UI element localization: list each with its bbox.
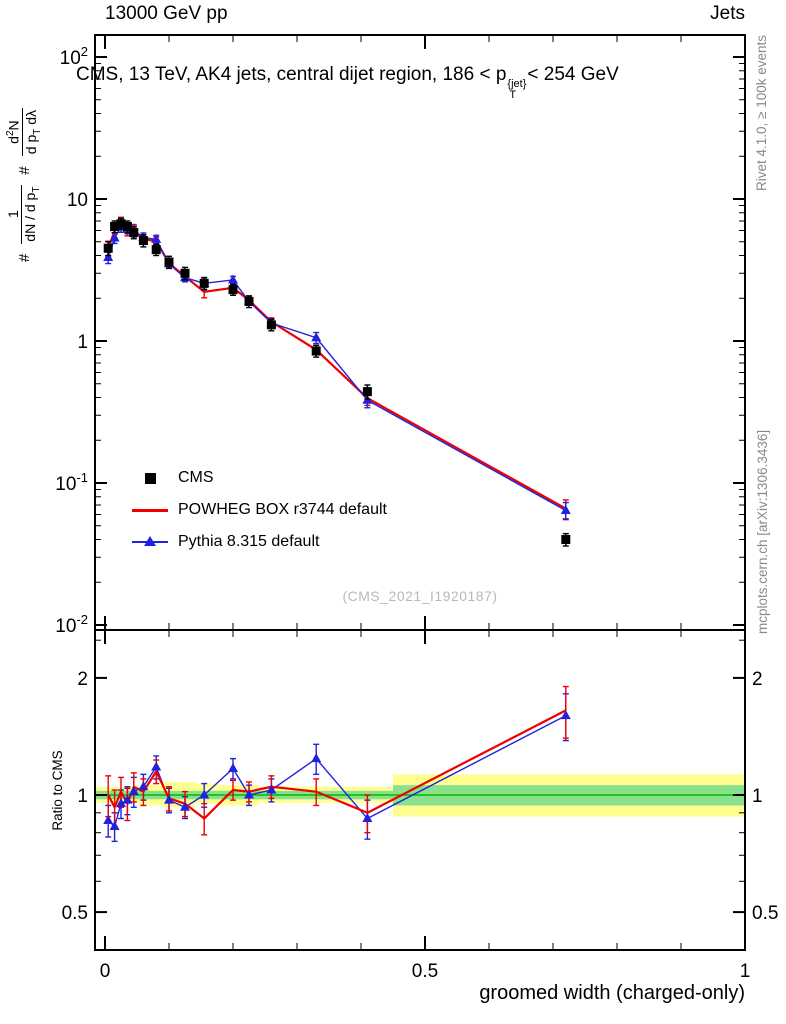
x-axis-tick-label: 0 [100,961,111,982]
cms-square-marker [138,236,148,246]
x-axis-tick-label: 0.5 [412,961,438,982]
pt-subscript: T [509,89,517,101]
pythia-triangle-marker-ratio [560,710,571,720]
pythia-triangle-marker [151,233,162,243]
plot-title: CMS, 13 TeV, AK4 jets, central dijet reg… [76,64,619,101]
rivet-version-label: Rivet 4.1.0, ≥ 100k events [753,35,769,191]
pythia-triangle-marker-ratio [199,789,210,799]
cms-square-marker [116,219,126,229]
main-y-axis-label: # 1 dN / d pT # d2N d pT dλ [0,30,48,340]
mcplots-attribution-label: mcplots.cern.ch [arXiv:1306.3436] [754,429,770,634]
x-axis-title: groomed width (charged-only) [479,982,745,1004]
powheg-line-marker-icon [132,508,168,512]
x-axis-tick-label: 1 [740,961,751,982]
y-axis-tick-label: 10-2 [55,612,88,637]
ratio-tick-label-right: 0.5 [752,903,778,924]
pythia-triangle-marker [103,252,114,262]
cms-square-marker [164,257,174,267]
pythia-triangle-marker-ratio [138,781,149,791]
pythia-triangle-marker-ratio [180,801,190,811]
legend-marker-cell [128,500,172,520]
cms-square-marker [244,296,254,306]
beam-energy-label: 13000 GeV pp [105,3,228,24]
legend-item-cms: CMS [128,462,387,494]
cms-square-marker [199,278,209,288]
cms-square-marker [151,245,161,255]
y-axis-tick-label: 102 [60,44,88,69]
legend-marker-cell [128,532,172,552]
pt-superscript: {jet} [507,78,527,90]
ratio-tick-label-left: 1 [77,786,88,807]
ylabel-fraction-2: d2N d pT dλ [4,107,44,157]
cms-square-marker [110,222,120,232]
plot-title-text: CMS, 13 TeV, AK4 jets, central dijet reg… [76,64,507,85]
pythia-triangle-marker-ratio [311,753,322,763]
pythia-triangle-marker [560,505,571,515]
pythia-triangle-marker [228,274,238,284]
cms-square-marker [266,320,276,330]
pythia-triangle-marker-ratio [244,789,254,799]
plot-title-suffix: < 254 GeV [527,64,619,85]
ratio-panel-frame [94,629,746,951]
pythia-triangle-marker-ratio [266,784,277,794]
cms-square-marker [561,535,571,545]
pythia-triangle-marker-ratio [116,798,126,808]
analysis-id-watermark: (CMS_2021_I1920187) [342,588,498,604]
ylabel-frac2-denominator: d pT dλ [21,107,44,157]
pythia-triangle-marker-icon [144,536,156,546]
y-axis-tick-label: 1 [77,332,88,353]
pythia-triangle-marker-ratio [362,813,373,823]
cms-square-marker [122,222,132,232]
ylabel-frac1-numerator: 1 [5,210,22,219]
legend-label-pythia: Pythia 8.315 default [178,533,320,550]
pythia-triangle-marker-ratio [103,814,114,824]
legend-item-powheg: POWHEG BOX r3744 default [128,494,387,526]
ratio-y-axis-label: Ratio to CMS [49,750,65,831]
pythia-triangle-marker-ratio [128,786,139,796]
cms-square-marker [362,387,372,397]
cms-square-marker [129,228,139,238]
pythia-triangle-marker [109,232,120,242]
powheg-line-ratio [107,709,567,820]
pythia-triangle-marker-ratio [151,761,162,771]
ratio-tick-label-left: 0.5 [62,903,88,924]
y-axis-tick-label: 10-1 [55,470,88,495]
cms-square-marker [103,243,113,253]
y-axis-tick-label: 10 [67,190,88,211]
ratio-tick-label-left: 2 [77,669,88,690]
legend-marker-cell [128,468,172,488]
legend-item-pythia: Pythia 8.315 default [128,526,387,558]
pt-jet-notation: {jet} T [507,79,526,101]
ylabel-fraction-1: 1 dN / d pT [5,184,43,244]
pythia-triangle-marker-ratio [164,794,174,804]
plot-legend: CMS POWHEG BOX r3744 default Pythia 8.31… [128,462,387,558]
pythia-triangle-marker-ratio [122,794,133,804]
cms-square-marker [311,346,321,356]
legend-label-cms: CMS [178,469,214,486]
legend-label-powheg: POWHEG BOX r3744 default [178,501,387,518]
pythia-triangle-marker-ratio [228,762,238,772]
cms-square-marker [180,268,190,278]
ratio-tick-label-right: 2 [752,669,763,690]
pythia-triangle-marker-ratio [109,820,120,830]
ratio-tick-label-right: 1 [752,786,763,807]
pythia-triangle-marker [311,332,322,342]
analysis-group-label: Jets [710,3,745,24]
cms-square-marker [228,285,238,295]
ylabel-frac2-numerator: d2N [4,120,22,144]
ylabel-hash-1: # [15,253,33,263]
cms-square-marker-icon [144,472,156,484]
ylabel-frac1-denominator: dN / d pT [21,184,43,244]
ylabel-hash-2: # [15,166,33,175]
